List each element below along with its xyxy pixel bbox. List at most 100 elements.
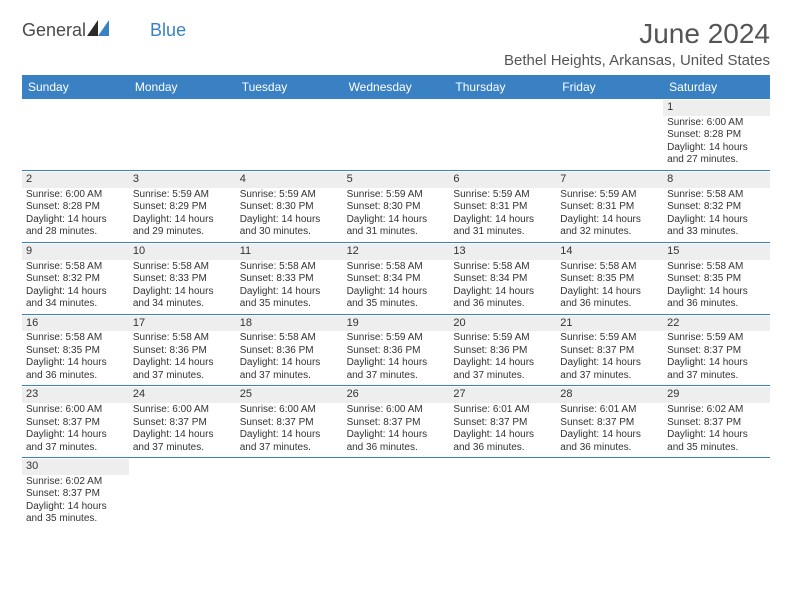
day-info-line: and 35 minutes. <box>347 298 446 311</box>
page-title: June 2024 <box>504 18 770 50</box>
calendar-day: 16Sunrise: 5:58 AMSunset: 8:35 PMDayligh… <box>22 315 129 386</box>
calendar-day: 14Sunrise: 5:58 AMSunset: 8:35 PMDayligh… <box>556 243 663 314</box>
calendar-day: 23Sunrise: 6:00 AMSunset: 8:37 PMDayligh… <box>22 386 129 457</box>
day-info-line: Sunrise: 5:58 AM <box>240 332 339 345</box>
calendar-day: 11Sunrise: 5:58 AMSunset: 8:33 PMDayligh… <box>236 243 343 314</box>
day-info-line: Daylight: 14 hours <box>667 142 766 155</box>
day-info-line: Sunrise: 6:01 AM <box>453 404 552 417</box>
day-info-line: and 34 minutes. <box>133 298 232 311</box>
dayhead-wed: Wednesday <box>343 75 450 99</box>
calendar-day: 25Sunrise: 6:00 AMSunset: 8:37 PMDayligh… <box>236 386 343 457</box>
calendar-week: 23Sunrise: 6:00 AMSunset: 8:37 PMDayligh… <box>22 386 770 458</box>
day-number: 4 <box>236 172 343 188</box>
day-info-line: Sunset: 8:37 PM <box>347 417 446 430</box>
day-number: 10 <box>129 244 236 260</box>
day-info-line: Sunrise: 5:59 AM <box>453 189 552 202</box>
day-number: 11 <box>236 244 343 260</box>
day-info-line: and 36 minutes. <box>453 298 552 311</box>
day-info-line: and 36 minutes. <box>347 442 446 455</box>
day-info-line: and 29 minutes. <box>133 226 232 239</box>
title-block: June 2024 Bethel Heights, Arkansas, Unit… <box>504 18 770 69</box>
calendar-day: 22Sunrise: 5:59 AMSunset: 8:37 PMDayligh… <box>663 315 770 386</box>
day-number: 28 <box>556 387 663 403</box>
day-info-line: Sunrise: 5:59 AM <box>667 332 766 345</box>
day-number: 7 <box>556 172 663 188</box>
day-info-line: Sunset: 8:36 PM <box>453 345 552 358</box>
day-number: 20 <box>449 316 556 332</box>
day-info-line: Sunset: 8:37 PM <box>560 417 659 430</box>
day-info-line: Sunset: 8:34 PM <box>347 273 446 286</box>
calendar-day: 29Sunrise: 6:02 AMSunset: 8:37 PMDayligh… <box>663 386 770 457</box>
day-info-line: Daylight: 14 hours <box>26 214 125 227</box>
day-info-line: Daylight: 14 hours <box>347 429 446 442</box>
day-info-line: Sunset: 8:37 PM <box>667 417 766 430</box>
calendar-day: 5Sunrise: 5:59 AMSunset: 8:30 PMDaylight… <box>343 171 450 242</box>
day-info-line: Sunrise: 5:58 AM <box>133 261 232 274</box>
calendar-day: 19Sunrise: 5:59 AMSunset: 8:36 PMDayligh… <box>343 315 450 386</box>
day-info-line: and 36 minutes. <box>560 442 659 455</box>
day-info-line: Daylight: 14 hours <box>133 286 232 299</box>
logo-text-general: General <box>22 20 86 41</box>
calendar-empty <box>129 99 236 170</box>
day-info-line: and 34 minutes. <box>26 298 125 311</box>
day-info-line: Sunrise: 5:59 AM <box>560 332 659 345</box>
calendar-day-header: Sunday Monday Tuesday Wednesday Thursday… <box>22 75 770 99</box>
day-info-line: Daylight: 14 hours <box>240 286 339 299</box>
day-info-line: Sunset: 8:30 PM <box>347 201 446 214</box>
day-info-line: Daylight: 14 hours <box>133 357 232 370</box>
day-info-line: Sunrise: 5:58 AM <box>26 332 125 345</box>
day-info-line: Sunrise: 6:00 AM <box>667 117 766 130</box>
day-info-line: Daylight: 14 hours <box>26 501 125 514</box>
day-number: 15 <box>663 244 770 260</box>
calendar-week: 16Sunrise: 5:58 AMSunset: 8:35 PMDayligh… <box>22 315 770 387</box>
dayhead-thu: Thursday <box>449 75 556 99</box>
day-info-line: Sunset: 8:37 PM <box>133 417 232 430</box>
calendar-day: 7Sunrise: 5:59 AMSunset: 8:31 PMDaylight… <box>556 171 663 242</box>
day-info-line: Sunrise: 5:59 AM <box>560 189 659 202</box>
day-info-line: Daylight: 14 hours <box>667 357 766 370</box>
day-number: 9 <box>22 244 129 260</box>
day-info-line: and 31 minutes. <box>347 226 446 239</box>
day-info-line: Daylight: 14 hours <box>240 429 339 442</box>
calendar-day: 27Sunrise: 6:01 AMSunset: 8:37 PMDayligh… <box>449 386 556 457</box>
day-info-line: and 35 minutes. <box>667 442 766 455</box>
calendar-day: 6Sunrise: 5:59 AMSunset: 8:31 PMDaylight… <box>449 171 556 242</box>
day-info-line: and 37 minutes. <box>133 370 232 383</box>
day-info-line: Sunrise: 5:58 AM <box>347 261 446 274</box>
day-number: 26 <box>343 387 450 403</box>
calendar-week: 1Sunrise: 6:00 AMSunset: 8:28 PMDaylight… <box>22 99 770 171</box>
day-number: 17 <box>129 316 236 332</box>
day-info-line: Sunset: 8:28 PM <box>667 129 766 142</box>
calendar: Sunday Monday Tuesday Wednesday Thursday… <box>22 75 770 529</box>
calendar-empty <box>449 99 556 170</box>
day-info-line: Sunset: 8:32 PM <box>667 201 766 214</box>
day-info-line: Sunrise: 6:02 AM <box>667 404 766 417</box>
calendar-empty <box>236 458 343 529</box>
day-info-line: Daylight: 14 hours <box>453 214 552 227</box>
logo-text-blue: Blue <box>150 20 186 41</box>
day-info-line: Daylight: 14 hours <box>667 286 766 299</box>
day-info-line: Daylight: 14 hours <box>453 286 552 299</box>
day-number: 14 <box>556 244 663 260</box>
day-info-line: Sunrise: 6:01 AM <box>560 404 659 417</box>
day-info-line: Daylight: 14 hours <box>133 429 232 442</box>
day-info-line: Sunrise: 5:58 AM <box>453 261 552 274</box>
day-info-line: Daylight: 14 hours <box>560 286 659 299</box>
day-info-line: and 35 minutes. <box>26 513 125 526</box>
day-number: 3 <box>129 172 236 188</box>
day-number: 19 <box>343 316 450 332</box>
calendar-empty <box>343 99 450 170</box>
logo: General Blue <box>22 18 186 41</box>
day-info-line: and 37 minutes. <box>133 442 232 455</box>
calendar-day: 20Sunrise: 5:59 AMSunset: 8:36 PMDayligh… <box>449 315 556 386</box>
calendar-day: 9Sunrise: 5:58 AMSunset: 8:32 PMDaylight… <box>22 243 129 314</box>
calendar-day: 10Sunrise: 5:58 AMSunset: 8:33 PMDayligh… <box>129 243 236 314</box>
day-info-line: Daylight: 14 hours <box>26 429 125 442</box>
day-number: 23 <box>22 387 129 403</box>
day-info-line: and 37 minutes. <box>560 370 659 383</box>
calendar-day: 12Sunrise: 5:58 AMSunset: 8:34 PMDayligh… <box>343 243 450 314</box>
day-info-line: and 27 minutes. <box>667 154 766 167</box>
calendar-day: 8Sunrise: 5:58 AMSunset: 8:32 PMDaylight… <box>663 171 770 242</box>
calendar-week: 2Sunrise: 6:00 AMSunset: 8:28 PMDaylight… <box>22 171 770 243</box>
day-info-line: Sunset: 8:37 PM <box>453 417 552 430</box>
